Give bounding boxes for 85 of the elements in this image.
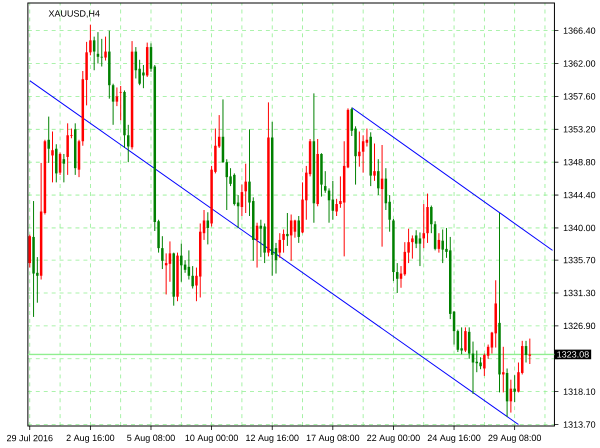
candlestick bbox=[332, 180, 334, 220]
candlestick bbox=[278, 232, 282, 258]
y-tick-label: 1362.00 bbox=[564, 60, 596, 67]
candlestick bbox=[438, 232, 440, 254]
candlestick bbox=[206, 212, 210, 245]
x-tick-label: 24 Aug 16:00 bbox=[428, 434, 480, 443]
text: XAUUSD,H4 bbox=[48, 10, 100, 18]
candlestick bbox=[161, 236, 164, 270]
x-tick-label: 17 Aug 08:00 bbox=[306, 434, 360, 443]
candlestick bbox=[502, 346, 505, 393]
candlestick bbox=[89, 24, 92, 56]
candlestick bbox=[290, 214, 292, 262]
candlestick bbox=[441, 228, 444, 264]
candlestick bbox=[377, 158, 380, 196]
candlestick bbox=[116, 86, 118, 107]
x-tick-label: 10 Aug 00:00 bbox=[186, 434, 238, 443]
candlestick bbox=[358, 131, 361, 168]
candlestick bbox=[96, 32, 100, 64]
candlestick bbox=[51, 131, 54, 183]
candlestick bbox=[66, 122, 69, 176]
x-tick-label: 5 Aug 08:00 bbox=[127, 434, 175, 443]
candlestick bbox=[47, 116, 50, 164]
candlestick bbox=[297, 216, 300, 244]
candlestick bbox=[380, 144, 384, 248]
y-tick-label: 1318.10 bbox=[564, 388, 596, 395]
y-tick-label: 1335.70 bbox=[564, 256, 596, 264]
candlestick bbox=[112, 83, 114, 126]
candlestick bbox=[244, 163, 247, 214]
candlestick bbox=[191, 266, 194, 290]
x-tick-label: 29 Aug 08:00 bbox=[488, 434, 542, 443]
candlestick bbox=[184, 260, 186, 274]
candlestick bbox=[104, 36, 107, 62]
candlestick bbox=[188, 250, 190, 280]
candlestick bbox=[62, 153, 66, 183]
candlestick bbox=[127, 124, 130, 163]
candlestick bbox=[58, 152, 62, 176]
candlestick bbox=[411, 234, 414, 260]
candlestick bbox=[396, 262, 398, 294]
y-tick-label: 1313.70 bbox=[564, 421, 596, 428]
candlestick bbox=[226, 158, 228, 211]
x-tick-label: 29 Jul 2016 bbox=[6, 434, 53, 442]
candlestick bbox=[468, 326, 470, 360]
x-tick-label: 2 Aug 16:00 bbox=[66, 434, 114, 443]
candlestick bbox=[404, 242, 406, 276]
y-tick-label: 1344.40 bbox=[564, 192, 596, 198]
y-tick-label: 1357.60 bbox=[564, 93, 596, 100]
candlestick bbox=[142, 64, 145, 89]
candlestick bbox=[240, 184, 244, 217]
candlestick bbox=[373, 143, 376, 182]
candlestick bbox=[524, 340, 528, 364]
candlestick bbox=[476, 350, 478, 373]
candlestick bbox=[479, 356, 482, 370]
candlestick bbox=[414, 230, 418, 249]
candlestick bbox=[282, 228, 285, 254]
y-tick-label: 1331.30 bbox=[564, 290, 596, 296]
y-tick-label: 1326.90 bbox=[564, 322, 596, 330]
candlestick bbox=[164, 252, 168, 296]
y-tick-label: 1366.40 bbox=[564, 27, 596, 34]
candlestick bbox=[362, 134, 364, 174]
candlestick bbox=[328, 188, 330, 224]
candlestick bbox=[430, 205, 433, 234]
candlestick bbox=[294, 219, 296, 238]
x-tick-label: 22 Aug 00:00 bbox=[367, 434, 420, 443]
candlestick bbox=[418, 232, 422, 267]
candlestick bbox=[513, 374, 516, 403]
candlestick bbox=[422, 204, 425, 249]
x-tick-label: 12 Aug 16:00 bbox=[246, 434, 299, 443]
candlestick bbox=[464, 326, 467, 353]
candlestick bbox=[168, 240, 172, 282]
candlestick bbox=[256, 222, 258, 268]
candlestick bbox=[528, 338, 532, 365]
candlestick bbox=[324, 170, 326, 194]
candlestick bbox=[472, 341, 474, 394]
candlestick bbox=[456, 329, 460, 353]
y-tick-label: 1353.20 bbox=[564, 126, 596, 133]
candlestick bbox=[460, 326, 463, 355]
y-tick-label: 1348.80 bbox=[564, 159, 596, 166]
candlestick bbox=[92, 36, 96, 71]
candlestick bbox=[286, 212, 289, 246]
candlestick bbox=[510, 379, 512, 414]
candlestick bbox=[180, 243, 183, 282]
candlestick bbox=[335, 198, 338, 217]
candlestick bbox=[260, 219, 262, 258]
y-tick-label: 1340.00 bbox=[564, 224, 596, 232]
ref-line-label: 1323.08 bbox=[557, 351, 589, 358]
